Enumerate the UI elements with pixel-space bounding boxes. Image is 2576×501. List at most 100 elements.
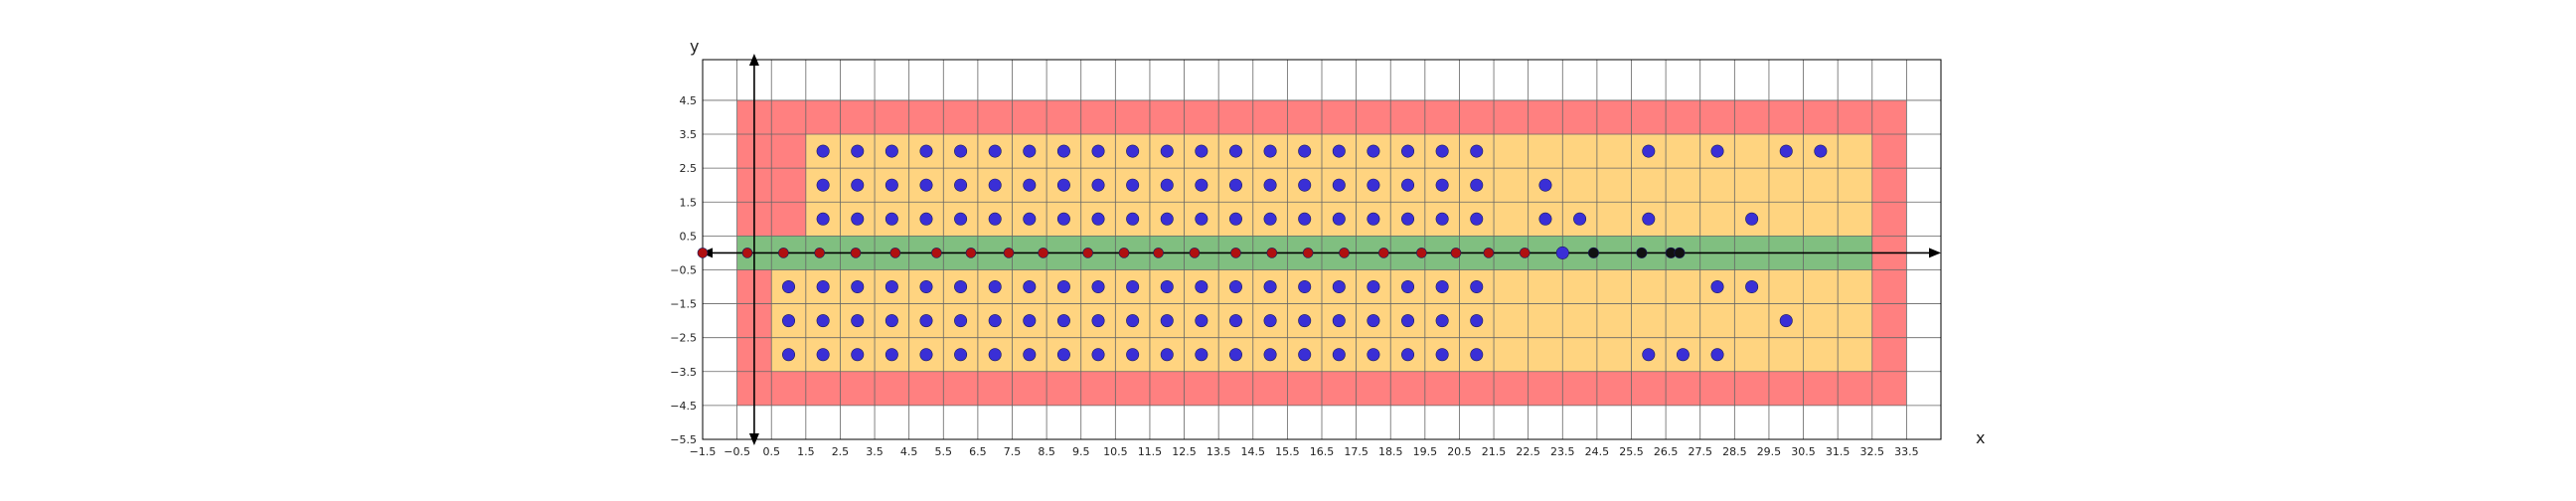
data-point-blue (1298, 280, 1312, 294)
data-point-blue (1435, 280, 1449, 294)
x-tick-label: 4.5 (900, 445, 918, 458)
data-point-blue (954, 280, 968, 294)
data-point-blue (988, 144, 1002, 158)
data-point-blue (851, 348, 865, 362)
x-tick-label: 19.5 (1413, 445, 1438, 458)
data-point-blue (1160, 314, 1174, 328)
y-axis-arrow-up (748, 54, 759, 66)
data-point-blue (1435, 212, 1449, 226)
y-tick-label: −4.5 (670, 400, 697, 413)
data-point-blue (885, 144, 898, 158)
data-point-black (1674, 247, 1686, 258)
data-point-blue (1401, 178, 1415, 192)
data-point-blue (1367, 348, 1380, 362)
data-point-blue (1470, 178, 1484, 192)
x-tick-label: 22.5 (1516, 445, 1540, 458)
data-point-blue (782, 348, 796, 362)
data-point-blue (1298, 144, 1312, 158)
data-point-red (1483, 248, 1495, 258)
x-tick-label: 30.5 (1791, 445, 1816, 458)
data-point-blue (1538, 178, 1552, 192)
data-point-blue (1195, 314, 1208, 328)
data-point-blue (1710, 280, 1724, 294)
data-point-red (965, 248, 977, 258)
data-point-blue (1228, 314, 1242, 328)
data-point-red (889, 248, 901, 258)
data-point-blue (1056, 144, 1070, 158)
data-point-blue (1298, 212, 1312, 226)
data-point-blue (1023, 280, 1037, 294)
data-point-blue (1642, 348, 1656, 362)
data-point-blue (1023, 178, 1037, 192)
x-tick-label: 15.5 (1275, 445, 1300, 458)
x-tick-label: 18.5 (1378, 445, 1403, 458)
x-tick-label: −0.5 (724, 445, 750, 458)
data-point-blue (851, 314, 865, 328)
data-point-blue (1435, 314, 1449, 328)
data-point-blue (1538, 212, 1552, 226)
data-point-blue (954, 178, 968, 192)
data-point-blue (1091, 348, 1105, 362)
x-tick-label: 24.5 (1585, 445, 1610, 458)
data-point-blue (1367, 144, 1380, 158)
axes-layer (701, 54, 1941, 445)
data-point-blue (885, 212, 898, 226)
data-point-red (1118, 248, 1130, 258)
data-point-blue (1401, 314, 1415, 328)
data-point-blue (1023, 144, 1037, 158)
y-tick-labels: 4.5 3.5 2.5 1.5 0.5 −0.5 −1.5 −2.5 −3.5 −4.5 −5.5 (670, 94, 697, 446)
data-point-blue (1160, 348, 1174, 362)
data-point-blue (1126, 178, 1140, 192)
data-point-blue (816, 348, 830, 362)
data-point-blue (919, 144, 933, 158)
data-point-red (1378, 248, 1389, 258)
y-tick-label: 0.5 (680, 230, 698, 243)
data-point-blue (1298, 348, 1312, 362)
data-point-blue (1091, 280, 1105, 294)
x-tick-label: 20.5 (1447, 445, 1472, 458)
data-point-blue (1263, 314, 1277, 328)
data-point-blue (988, 348, 1002, 362)
data-point-red (741, 248, 753, 258)
data-point-blue (1126, 212, 1140, 226)
data-point-blue (1126, 314, 1140, 328)
data-point-red (814, 248, 825, 258)
x-tick-label: 7.5 (1004, 445, 1022, 458)
data-point-blue (1228, 280, 1242, 294)
data-point-blue (1470, 212, 1484, 226)
data-point-blue (851, 212, 865, 226)
data-point-blue (1263, 348, 1277, 362)
data-point-red (1003, 248, 1015, 258)
data-point-blue (1745, 280, 1759, 294)
data-point-red (1153, 248, 1164, 258)
data-point-blue (885, 314, 898, 328)
data-point-red (1230, 248, 1241, 258)
data-point-blue (1470, 348, 1484, 362)
y-tick-label: −3.5 (670, 366, 697, 379)
data-point-red (1450, 248, 1462, 258)
data-point-blue (1195, 178, 1208, 192)
data-point-blue (1228, 212, 1242, 226)
data-point-red (1416, 248, 1427, 258)
data-point-blue (816, 144, 830, 158)
x-tick-label: 29.5 (1757, 445, 1782, 458)
data-point-red (850, 248, 862, 258)
data-point-blue (919, 280, 933, 294)
data-point-blue (1332, 144, 1346, 158)
data-point-red (1302, 248, 1314, 258)
data-point-blue (1195, 212, 1208, 226)
data-point-blue (1056, 314, 1070, 328)
x-axis-label: x (1976, 428, 1985, 447)
points-layer (697, 144, 1828, 362)
x-tick-label: 17.5 (1344, 445, 1368, 458)
data-point-red (778, 248, 789, 258)
data-point-blue (851, 144, 865, 158)
data-point-blue (1710, 144, 1724, 158)
x-tick-label: 27.5 (1688, 445, 1712, 458)
data-point-blue (1470, 314, 1484, 328)
x-tick-label: 28.5 (1722, 445, 1747, 458)
data-point-blue (1195, 348, 1208, 362)
data-point-blue (1091, 212, 1105, 226)
data-point-blue (782, 314, 796, 328)
y-tick-label: 1.5 (680, 196, 698, 209)
